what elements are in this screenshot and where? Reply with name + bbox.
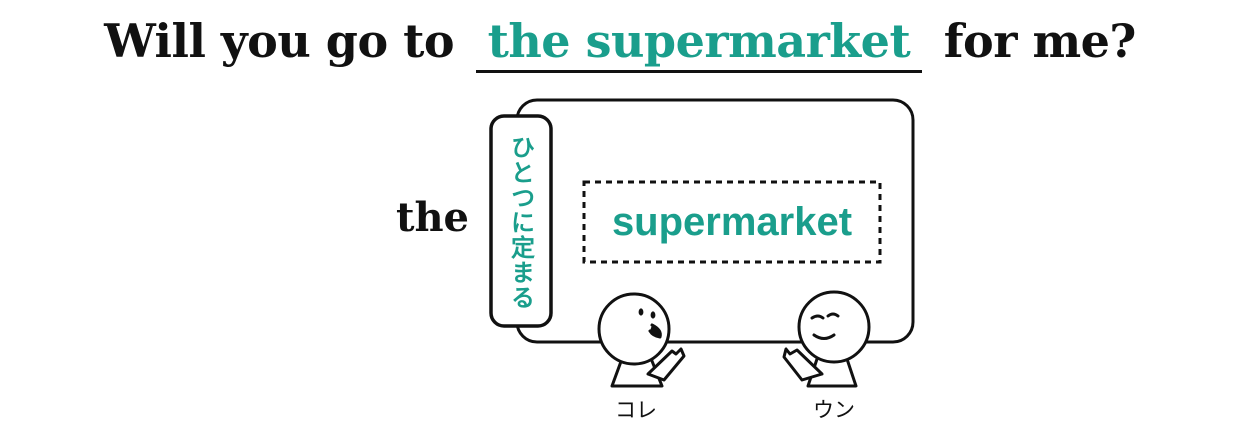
- article-note-box: [489, 114, 553, 328]
- noun-text: supermarket: [611, 199, 853, 244]
- article-note: ひとつに定まる: [491, 120, 551, 324]
- nodding-character: [782, 290, 871, 388]
- sentence-blank: the supermarket: [475, 15, 923, 73]
- noun-dashed-box: [582, 180, 882, 264]
- pointing-character: [597, 292, 686, 388]
- sentence-after: for me?: [943, 14, 1137, 68]
- right-character-speech: ウン: [813, 398, 855, 422]
- sentence-before: Will you go to: [104, 14, 455, 68]
- article-the: the: [396, 194, 470, 241]
- noun-box: supermarket: [584, 182, 880, 262]
- sentence: Will you go to the supermarket for me?: [0, 14, 1240, 73]
- left-character-speech: コレ: [615, 398, 657, 422]
- article-note-text: ひとつに定まる: [506, 134, 535, 310]
